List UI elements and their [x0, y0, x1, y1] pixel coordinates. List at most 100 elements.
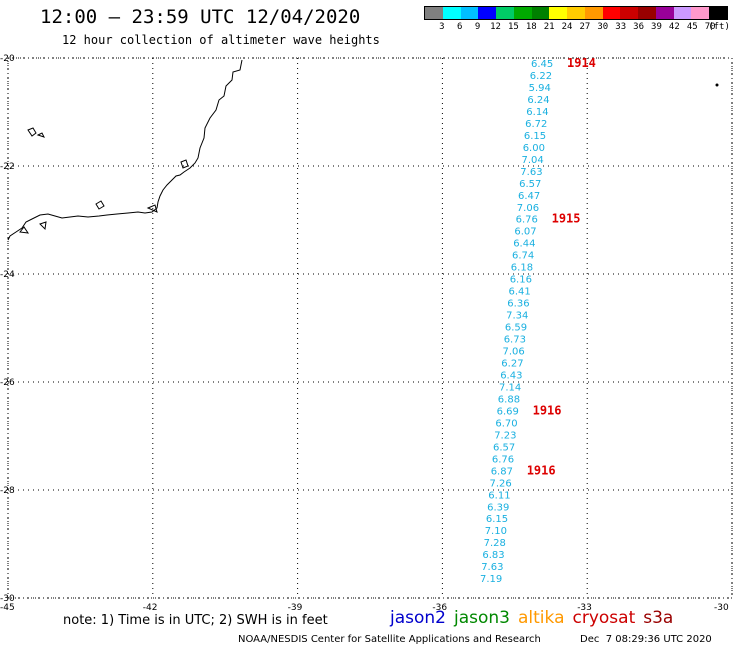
swh-value: 6.88 [498, 394, 520, 405]
latitude-tick-label: -28 [0, 486, 15, 496]
swh-value: 7.63 [481, 562, 503, 573]
swh-value: 7.19 [480, 574, 502, 585]
colorbar-label: 12 [490, 22, 501, 32]
coastline [7, 59, 243, 241]
colorbar-label: 45 [686, 22, 698, 32]
coast-inlet [19, 200, 158, 234]
colorbar-swatch [496, 7, 514, 19]
swh-value: 6.41 [509, 287, 531, 298]
swh-value: 6.07 [514, 227, 536, 238]
swh-value: 6.15 [524, 131, 546, 142]
swh-value: 6.14 [526, 107, 548, 118]
swh-value: 7.63 [520, 167, 542, 178]
longitude-tick-label: -45 [0, 603, 15, 613]
swh-value: 6.47 [518, 191, 540, 202]
longitude-tick-label: -39 [288, 603, 303, 613]
swh-value: 6.57 [519, 179, 541, 190]
swh-value: 6.00 [523, 143, 545, 154]
swh-value: 7.10 [485, 526, 507, 537]
credit-line: NOAA/NESDIS Center for Satellite Applica… [238, 634, 541, 645]
swh-value: 6.11 [488, 490, 510, 501]
colorbar-swatch [602, 7, 621, 19]
colorbar-swatch [513, 7, 532, 19]
swh-value: 6.43 [500, 371, 522, 382]
swh-value: 6.27 [501, 359, 523, 370]
swh-value: 6.22 [530, 71, 552, 82]
colorbar-swatch [478, 7, 497, 19]
colorbar-label: (ft) [708, 22, 730, 32]
latitude-tick-label: -30 [0, 594, 15, 604]
latitude-labels: -20 -22 -24 -26 -28 -30 [0, 54, 15, 604]
colorbar-label: 18 [525, 22, 537, 32]
colorbar-label: 33 [615, 22, 627, 32]
longitude-tick-label: -33 [577, 603, 592, 613]
colorbar-label: 15 [507, 22, 519, 32]
swh-value: 6.73 [504, 335, 526, 346]
colorbar-label: 30 [597, 22, 609, 32]
swh-value: 6.45 [531, 59, 553, 70]
colorbar-label: 27 [579, 22, 591, 32]
latitude-tick-label: -24 [0, 270, 15, 280]
latitude-tick-label: -22 [0, 162, 15, 172]
satellite-name: jason2 [390, 608, 446, 628]
colorbar-swatch [442, 7, 461, 19]
swh-value: 6.74 [512, 251, 534, 262]
swh-value: 7.06 [503, 347, 525, 358]
time-label: 1914 [567, 56, 596, 70]
colorbar-swatch [531, 7, 550, 19]
swh-value: 5.94 [529, 83, 551, 94]
swh-track: 6.456.225.946.246.146.726.156.007.047.63… [480, 59, 553, 585]
colorbar-label: 70 [704, 22, 716, 32]
map-frame [7, 57, 733, 599]
colorbar-swatch [691, 7, 710, 19]
swh-value: 6.36 [507, 299, 529, 310]
latitude-tick-label: -20 [0, 54, 15, 64]
generated-timestamp: Dec 7 08:29:36 UTC 2020 [580, 634, 712, 645]
wave-height-colorbar: 3 6 9 12 15 18 21 24 27 30 33 36 39 42 45 70 (ft) [424, 6, 730, 40]
time-labels: 1914 1915 1916 1916 [527, 56, 596, 477]
swh-value: 6.69 [497, 406, 519, 417]
colorbar-label: 39 [651, 22, 662, 32]
satellite-name: s3a [643, 608, 674, 628]
swh-value: 6.16 [510, 275, 532, 286]
colorbar-label: 21 [543, 22, 555, 32]
longitude-tick-label: -36 [432, 603, 447, 613]
colorbar-swatch [673, 7, 692, 19]
coast-island [27, 127, 45, 138]
colorbar-swatch [460, 7, 479, 19]
swh-value: 7.14 [499, 383, 521, 394]
map-subtitle: 12 hour collection of altimeter wave hei… [62, 33, 380, 47]
swh-value: 6.24 [527, 95, 549, 106]
swh-value: 6.83 [482, 550, 504, 561]
longitude-labels: -45 -42 -39 -36 -33 -30 [0, 603, 729, 613]
colorbar-swatch [425, 7, 443, 19]
map-title: 12:00 – 23:59 UTC 12/04/2020 [40, 6, 361, 28]
colorbar-label: 36 [633, 22, 644, 32]
colorbar-swatch [549, 7, 568, 19]
colorbar-labels: 3 6 9 12 15 18 21 24 27 30 33 36 39 42 45 70 (ft) [424, 22, 730, 36]
data-point-marker [715, 83, 719, 87]
swh-value: 6.76 [516, 215, 538, 226]
colorbar-label: 42 [668, 22, 680, 32]
colorbar-swatch [620, 7, 639, 19]
colorbar-swatch [655, 7, 674, 19]
swh-value: 6.57 [493, 442, 515, 453]
swh-value: 7.34 [506, 311, 528, 322]
colorbar-swatch [584, 7, 603, 19]
longitude-tick-label: -30 [714, 603, 729, 613]
colorbar-label: 9 [474, 22, 481, 32]
swh-value: 6.72 [525, 119, 547, 130]
swh-value: 6.18 [511, 263, 533, 274]
colorbar-swatches [424, 6, 728, 20]
coast-island [180, 159, 189, 169]
map-grid [7, 57, 733, 599]
colorbar-swatch [638, 7, 656, 19]
time-label: 1915 [552, 212, 581, 226]
swh-value: 6.59 [505, 323, 527, 334]
satellite-name: altika [518, 608, 565, 628]
swh-value: 6.87 [491, 466, 513, 477]
swh-value: 6.70 [495, 418, 517, 429]
satellite-name: cryosat [572, 608, 636, 628]
swh-value: 6.15 [486, 514, 508, 525]
